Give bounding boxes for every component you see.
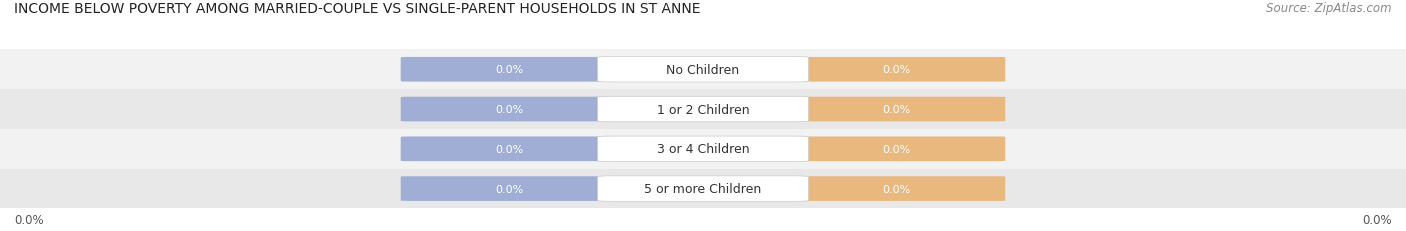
Text: 0.0%: 0.0% <box>882 144 911 154</box>
Text: 5 or more Children: 5 or more Children <box>644 182 762 195</box>
Text: 1 or 2 Children: 1 or 2 Children <box>657 103 749 116</box>
Text: 0.0%: 0.0% <box>882 184 911 194</box>
Bar <box>0 50 1406 90</box>
FancyBboxPatch shape <box>787 97 1005 122</box>
FancyBboxPatch shape <box>787 58 1005 82</box>
FancyBboxPatch shape <box>401 137 619 161</box>
Text: 0.0%: 0.0% <box>495 65 524 75</box>
FancyBboxPatch shape <box>401 58 619 82</box>
Text: 0.0%: 0.0% <box>14 213 44 226</box>
FancyBboxPatch shape <box>787 176 1005 201</box>
FancyBboxPatch shape <box>598 57 808 83</box>
FancyBboxPatch shape <box>598 176 808 201</box>
Bar <box>0 169 1406 209</box>
Text: 0.0%: 0.0% <box>882 65 911 75</box>
Text: 0.0%: 0.0% <box>1362 213 1392 226</box>
FancyBboxPatch shape <box>401 97 619 122</box>
Text: INCOME BELOW POVERTY AMONG MARRIED-COUPLE VS SINGLE-PARENT HOUSEHOLDS IN ST ANNE: INCOME BELOW POVERTY AMONG MARRIED-COUPL… <box>14 2 700 16</box>
Bar <box>0 129 1406 169</box>
FancyBboxPatch shape <box>401 176 619 201</box>
FancyBboxPatch shape <box>787 137 1005 161</box>
Text: 3 or 4 Children: 3 or 4 Children <box>657 143 749 156</box>
FancyBboxPatch shape <box>598 97 808 122</box>
Bar <box>0 90 1406 129</box>
Text: 0.0%: 0.0% <box>882 105 911 115</box>
Text: Source: ZipAtlas.com: Source: ZipAtlas.com <box>1267 2 1392 15</box>
FancyBboxPatch shape <box>598 137 808 162</box>
Text: No Children: No Children <box>666 64 740 76</box>
Text: 0.0%: 0.0% <box>495 105 524 115</box>
Text: 0.0%: 0.0% <box>495 184 524 194</box>
Text: 0.0%: 0.0% <box>495 144 524 154</box>
